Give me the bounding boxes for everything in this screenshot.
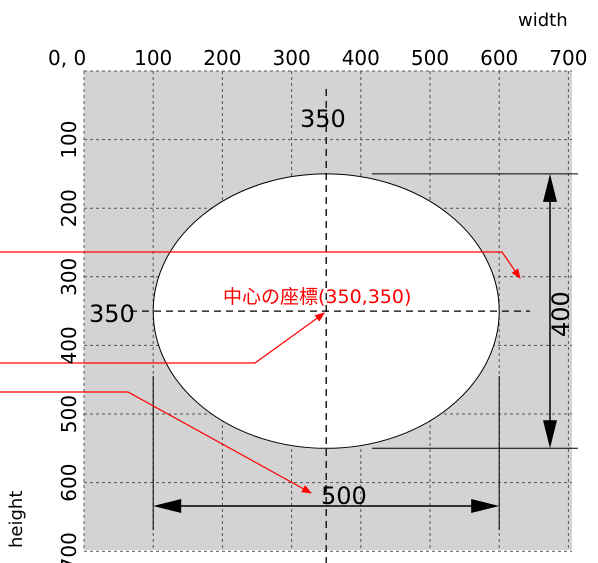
x-tick-label: 600 (480, 46, 518, 70)
x-axis-label: width (518, 10, 568, 31)
x-tick-label: 300 (273, 46, 311, 70)
center-x-value-label: 350 (300, 105, 346, 133)
origin-label: 0, 0 (48, 46, 86, 70)
x-tick-label: 400 (342, 46, 380, 70)
y-tick-label: 600 (57, 464, 81, 502)
dimension-lines (152, 173, 578, 530)
y-tick-label: 100 (57, 121, 81, 159)
center-coordinates-label: 中心の座標(350,350) (223, 286, 411, 308)
height-arrow-top (543, 173, 557, 202)
leader-to-ellipse-edge (0, 251, 521, 279)
width-arrow-left (153, 499, 182, 513)
y-axis-label: height (6, 491, 27, 548)
y-tick-label: 200 (57, 189, 81, 227)
grid-lines (83, 70, 572, 552)
center-y-value-label: 350 (89, 300, 135, 328)
annotation-leaders (0, 251, 521, 494)
x-tick-label: 500 (411, 46, 449, 70)
y-tick-label: 700 (57, 532, 81, 563)
height-arrow-bottom (543, 420, 557, 449)
x-tick-labels: 100 200 300 400 500 600 700 (134, 46, 587, 70)
x-tick-label: 700 (549, 46, 587, 70)
leader-to-center (0, 312, 326, 364)
width-arrow-right (471, 499, 500, 513)
x-tick-label: 200 (203, 46, 241, 70)
y-tick-label: 500 (57, 395, 81, 433)
leader-to-width (0, 391, 312, 494)
x-tick-label: 100 (134, 46, 172, 70)
width-value-label: 500 (321, 482, 367, 510)
y-tick-labels: 100 200 300 400 500 600 700 (57, 121, 81, 563)
y-tick-label: 400 (57, 326, 81, 364)
y-tick-label: 300 (57, 258, 81, 296)
height-value-label: 400 (547, 291, 575, 337)
